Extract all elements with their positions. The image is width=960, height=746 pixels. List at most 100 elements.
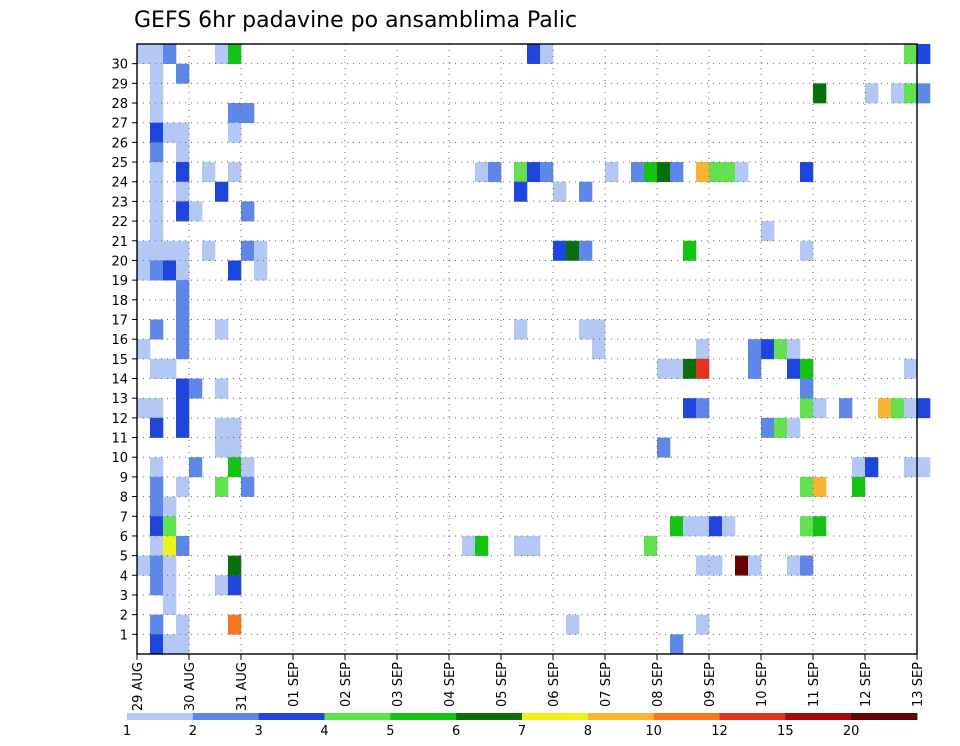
y-tick-label: 13: [111, 392, 128, 407]
heatmap-cell: [514, 162, 528, 183]
heatmap-cell: [202, 240, 216, 261]
heatmap-cell: [540, 44, 554, 64]
heatmap-cell: [566, 614, 580, 635]
x-tick-label: 11 SEP: [807, 662, 822, 707]
heatmap-cell: [644, 162, 658, 183]
y-tick-label: 21: [111, 235, 128, 250]
heatmap-cell: [150, 319, 164, 340]
heatmap-cell: [215, 378, 229, 399]
heatmap-cell: [137, 555, 151, 576]
heatmap-cell: [163, 575, 177, 596]
heatmap-cell: [150, 122, 164, 143]
heatmap-cell: [800, 555, 814, 576]
heatmap-cell: [228, 575, 242, 596]
x-tick-label: 08 SEP: [651, 662, 666, 707]
heatmap-cell: [891, 398, 905, 419]
y-tick-label: 9: [120, 471, 128, 486]
y-tick-label: 4: [120, 569, 128, 584]
heatmap-cell: [163, 535, 177, 556]
y-axis-labels: 1234567891011121314151617181920212223242…: [111, 58, 137, 643]
legend-swatch: [719, 713, 786, 720]
heatmap-cell: [722, 162, 736, 183]
heatmap-cell: [787, 358, 801, 379]
heatmap-cell: [696, 516, 710, 537]
y-tick-label: 20: [111, 254, 128, 269]
heatmap-cell: [163, 260, 177, 281]
heatmap-cell: [683, 240, 697, 261]
heatmap-cell: [540, 162, 554, 183]
heatmap-cell: [150, 181, 164, 202]
heatmap-cell: [254, 240, 268, 261]
heatmap-cell: [696, 614, 710, 635]
heatmap-cell: [904, 457, 918, 478]
heatmap-cell: [462, 535, 476, 556]
heatmap-cell: [475, 162, 489, 183]
grid-layer: [137, 44, 917, 654]
y-tick-label: 22: [111, 215, 128, 230]
heatmap-cell: [683, 516, 697, 537]
heatmap-cell: [215, 319, 229, 340]
y-tick-label: 7: [120, 510, 128, 525]
heatmap-cell: [202, 162, 216, 183]
heatmap-cell: [657, 162, 671, 183]
heatmap-cell: [696, 358, 710, 379]
heatmap-cell: [722, 516, 736, 537]
y-tick-label: 15: [111, 353, 128, 368]
heatmap-cell: [150, 44, 164, 64]
legend-swatch: [785, 713, 852, 720]
heatmap-cell: [176, 280, 190, 301]
x-tick-label: 29 AUG: [131, 662, 146, 711]
cells-layer: [137, 44, 931, 655]
y-tick-label: 16: [111, 333, 128, 348]
heatmap-cell: [579, 240, 593, 261]
heatmap-cell: [150, 358, 164, 379]
heatmap-cell: [917, 457, 931, 478]
heatmap-cell: [163, 516, 177, 537]
x-tick-label: 02 SEP: [339, 662, 354, 707]
heatmap-cell: [683, 358, 697, 379]
heatmap-cell: [228, 417, 242, 438]
legend-swatch: [127, 713, 194, 720]
x-tick-label: 07 SEP: [599, 662, 614, 707]
y-tick-label: 29: [111, 77, 128, 92]
heatmap-cell: [787, 417, 801, 438]
y-tick-label: 17: [111, 313, 128, 328]
heatmap-cell: [176, 181, 190, 202]
heatmap-cell: [657, 358, 671, 379]
heatmap-cell: [774, 339, 788, 360]
heatmap-cell: [709, 516, 723, 537]
heatmap-cell: [150, 103, 164, 124]
heatmap-cell: [891, 83, 905, 104]
heatmap-cell: [150, 535, 164, 556]
heatmap-cell: [176, 378, 190, 399]
heatmap-cell: [787, 555, 801, 576]
heatmap-cell: [852, 476, 866, 497]
heatmap-cell: [904, 44, 918, 64]
legend-label: 10: [645, 724, 662, 739]
heatmap-cell: [176, 260, 190, 281]
heatmap-cell: [592, 319, 606, 340]
legend-label: 2: [189, 724, 197, 739]
heatmap-cell: [865, 83, 879, 104]
heatmap-cell: [137, 398, 151, 419]
heatmap-cell: [579, 319, 593, 340]
heatmap-cell: [657, 437, 671, 458]
y-tick-label: 11: [111, 432, 128, 447]
heatmap-cell: [748, 339, 762, 360]
y-tick-label: 5: [120, 550, 128, 565]
x-tick-label: 09 SEP: [703, 662, 718, 707]
heatmap-cell: [683, 398, 697, 419]
heatmap-cell: [774, 417, 788, 438]
heatmap-cell: [904, 83, 918, 104]
heatmap-cell: [215, 476, 229, 497]
heatmap-cell: [800, 516, 814, 537]
heatmap-cell: [605, 162, 619, 183]
heatmap-cell: [150, 201, 164, 222]
y-tick-label: 10: [111, 451, 128, 466]
heatmap-cell: [228, 122, 242, 143]
heatmap-cell: [150, 221, 164, 242]
heatmap-cell: [904, 358, 918, 379]
heatmap-cell: [137, 260, 151, 281]
heatmap-cell: [150, 142, 164, 163]
